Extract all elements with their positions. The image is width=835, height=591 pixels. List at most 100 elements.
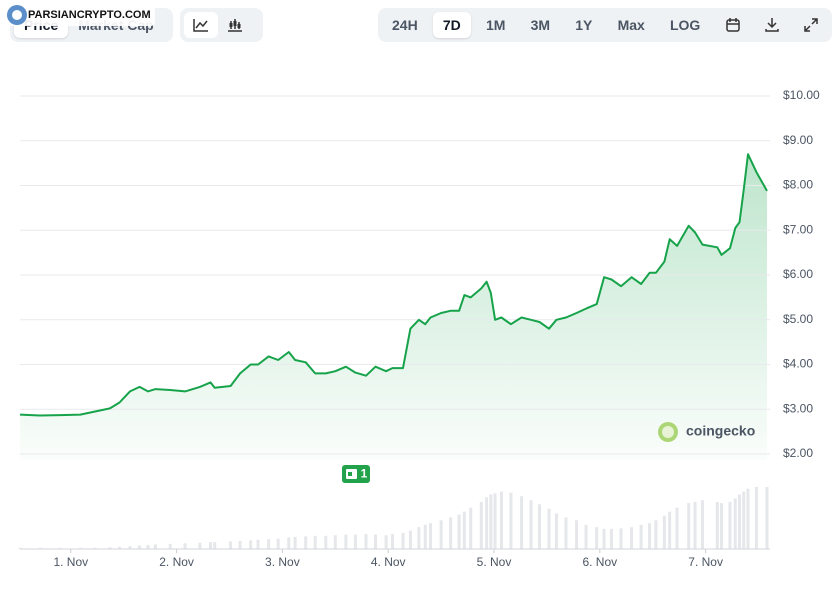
volume-bar bbox=[153, 544, 157, 549]
toolbar-button[interactable]: LOG bbox=[669, 17, 701, 33]
volume-bar bbox=[313, 535, 317, 549]
volume-bar bbox=[479, 501, 483, 549]
volume-bar bbox=[38, 547, 42, 549]
volume-bar bbox=[609, 528, 613, 549]
volume-bar bbox=[267, 539, 271, 549]
volume-bar bbox=[128, 546, 132, 549]
volume-bar bbox=[493, 493, 497, 549]
volume-bar bbox=[287, 537, 291, 549]
volume-bar bbox=[364, 534, 368, 549]
watermark-icon bbox=[7, 5, 27, 25]
toolbar-icon-button[interactable] bbox=[755, 12, 789, 38]
volume-bar bbox=[168, 543, 172, 549]
volume-bar bbox=[401, 532, 405, 549]
toolbar-button[interactable]: 24H bbox=[392, 17, 418, 33]
volume-bar bbox=[93, 547, 97, 549]
volume-bar bbox=[208, 542, 212, 549]
volume-bar bbox=[529, 500, 533, 549]
y-tick-label: $2.00 bbox=[783, 446, 813, 460]
line-chart-button[interactable] bbox=[184, 12, 218, 38]
volume-bar bbox=[390, 534, 394, 549]
volume-bar bbox=[675, 507, 679, 549]
volume-bar bbox=[547, 508, 551, 549]
toolbar-button[interactable]: 3M bbox=[530, 17, 551, 33]
range-toggle: 24H 7D 1M 3M 1Y Max LOG bbox=[378, 8, 832, 42]
y-tick-label: $4.00 bbox=[783, 357, 813, 371]
volume-bar bbox=[648, 523, 652, 549]
x-tick-label: 7. Nov bbox=[688, 555, 723, 569]
volume-bar bbox=[485, 497, 489, 549]
toolbar-button[interactable]: 7D bbox=[432, 12, 471, 38]
volume-bar bbox=[238, 540, 242, 549]
x-tick-label: 6. Nov bbox=[582, 555, 617, 569]
volume-bar bbox=[654, 520, 658, 549]
volume-bar bbox=[249, 540, 253, 549]
toolbar-icon-button[interactable] bbox=[794, 12, 828, 38]
volume-bar bbox=[575, 520, 579, 549]
volume-bar bbox=[509, 492, 513, 549]
volume-bar bbox=[293, 536, 297, 549]
volume-bar bbox=[333, 535, 337, 549]
volume-bar bbox=[183, 543, 187, 549]
coingecko-logo: coingecko bbox=[658, 422, 755, 442]
toolbar-button[interactable]: 1Y bbox=[575, 17, 593, 33]
candle-chart-button[interactable] bbox=[218, 12, 252, 38]
icon bbox=[764, 18, 779, 32]
volume-bar bbox=[584, 524, 588, 549]
volume-bar bbox=[374, 534, 378, 549]
volume-bar bbox=[276, 538, 280, 549]
volume-bar bbox=[462, 511, 466, 549]
volume-bar bbox=[728, 501, 732, 549]
toolbar-icon-button[interactable] bbox=[716, 12, 750, 38]
volume-bar bbox=[746, 488, 750, 549]
volume-bar bbox=[733, 498, 737, 549]
volume-bar bbox=[469, 507, 473, 549]
toolbar-button[interactable]: 1M bbox=[485, 17, 506, 33]
volume-bar bbox=[489, 494, 493, 549]
volume-badge: 1 bbox=[342, 465, 370, 483]
y-tick-label: $6.00 bbox=[783, 267, 813, 281]
volume-bar bbox=[417, 527, 421, 549]
chart-style-toggle bbox=[180, 8, 263, 42]
volume-bar bbox=[384, 535, 388, 549]
volume-bar bbox=[58, 547, 62, 549]
volume-bar bbox=[619, 528, 623, 549]
watermark: PARSIANCRYPTO.COM bbox=[6, 4, 155, 26]
x-tick-label: 3. Nov bbox=[265, 555, 300, 569]
y-tick-label: $7.00 bbox=[783, 222, 813, 236]
volume-bar bbox=[213, 542, 217, 549]
volume-bar bbox=[108, 547, 112, 549]
volume-bar bbox=[229, 541, 233, 549]
volume-bar bbox=[449, 517, 453, 549]
y-tick-label: $10.00 bbox=[783, 88, 820, 102]
y-tick-label: $9.00 bbox=[783, 133, 813, 147]
watermark-text: PARSIANCRYPTO.COM bbox=[28, 9, 151, 21]
volume-bar bbox=[742, 491, 746, 549]
toolbar-button[interactable]: Max bbox=[617, 17, 645, 33]
volume-bar bbox=[423, 524, 427, 549]
candle-icon bbox=[228, 19, 242, 32]
volume-bar bbox=[693, 501, 697, 549]
logo-text: coingecko bbox=[686, 423, 755, 439]
x-tick-label: 1. Nov bbox=[53, 555, 88, 569]
volume-bar bbox=[564, 517, 568, 549]
volume-bar bbox=[304, 536, 308, 549]
volume-bar bbox=[439, 520, 443, 549]
x-tick-label: 4. Nov bbox=[371, 555, 406, 569]
volume-bar bbox=[520, 496, 524, 549]
volume-bar bbox=[429, 523, 433, 549]
volume-bar bbox=[344, 534, 348, 549]
volume-bar bbox=[538, 504, 542, 549]
volume-bar bbox=[715, 501, 719, 549]
volume-bar bbox=[457, 514, 461, 549]
volume-bar bbox=[668, 511, 672, 549]
volume-bar bbox=[720, 503, 724, 549]
volume-bar bbox=[754, 487, 758, 549]
volume-bar bbox=[602, 528, 606, 549]
volume-bar bbox=[630, 527, 634, 549]
volume-bar bbox=[595, 527, 599, 549]
volume-bar bbox=[687, 503, 691, 549]
badge-text: 1 bbox=[361, 467, 368, 481]
volume-bar bbox=[146, 544, 150, 549]
